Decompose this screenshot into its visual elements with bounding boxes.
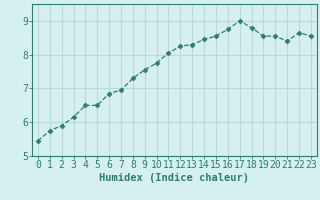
X-axis label: Humidex (Indice chaleur): Humidex (Indice chaleur)	[100, 173, 249, 183]
